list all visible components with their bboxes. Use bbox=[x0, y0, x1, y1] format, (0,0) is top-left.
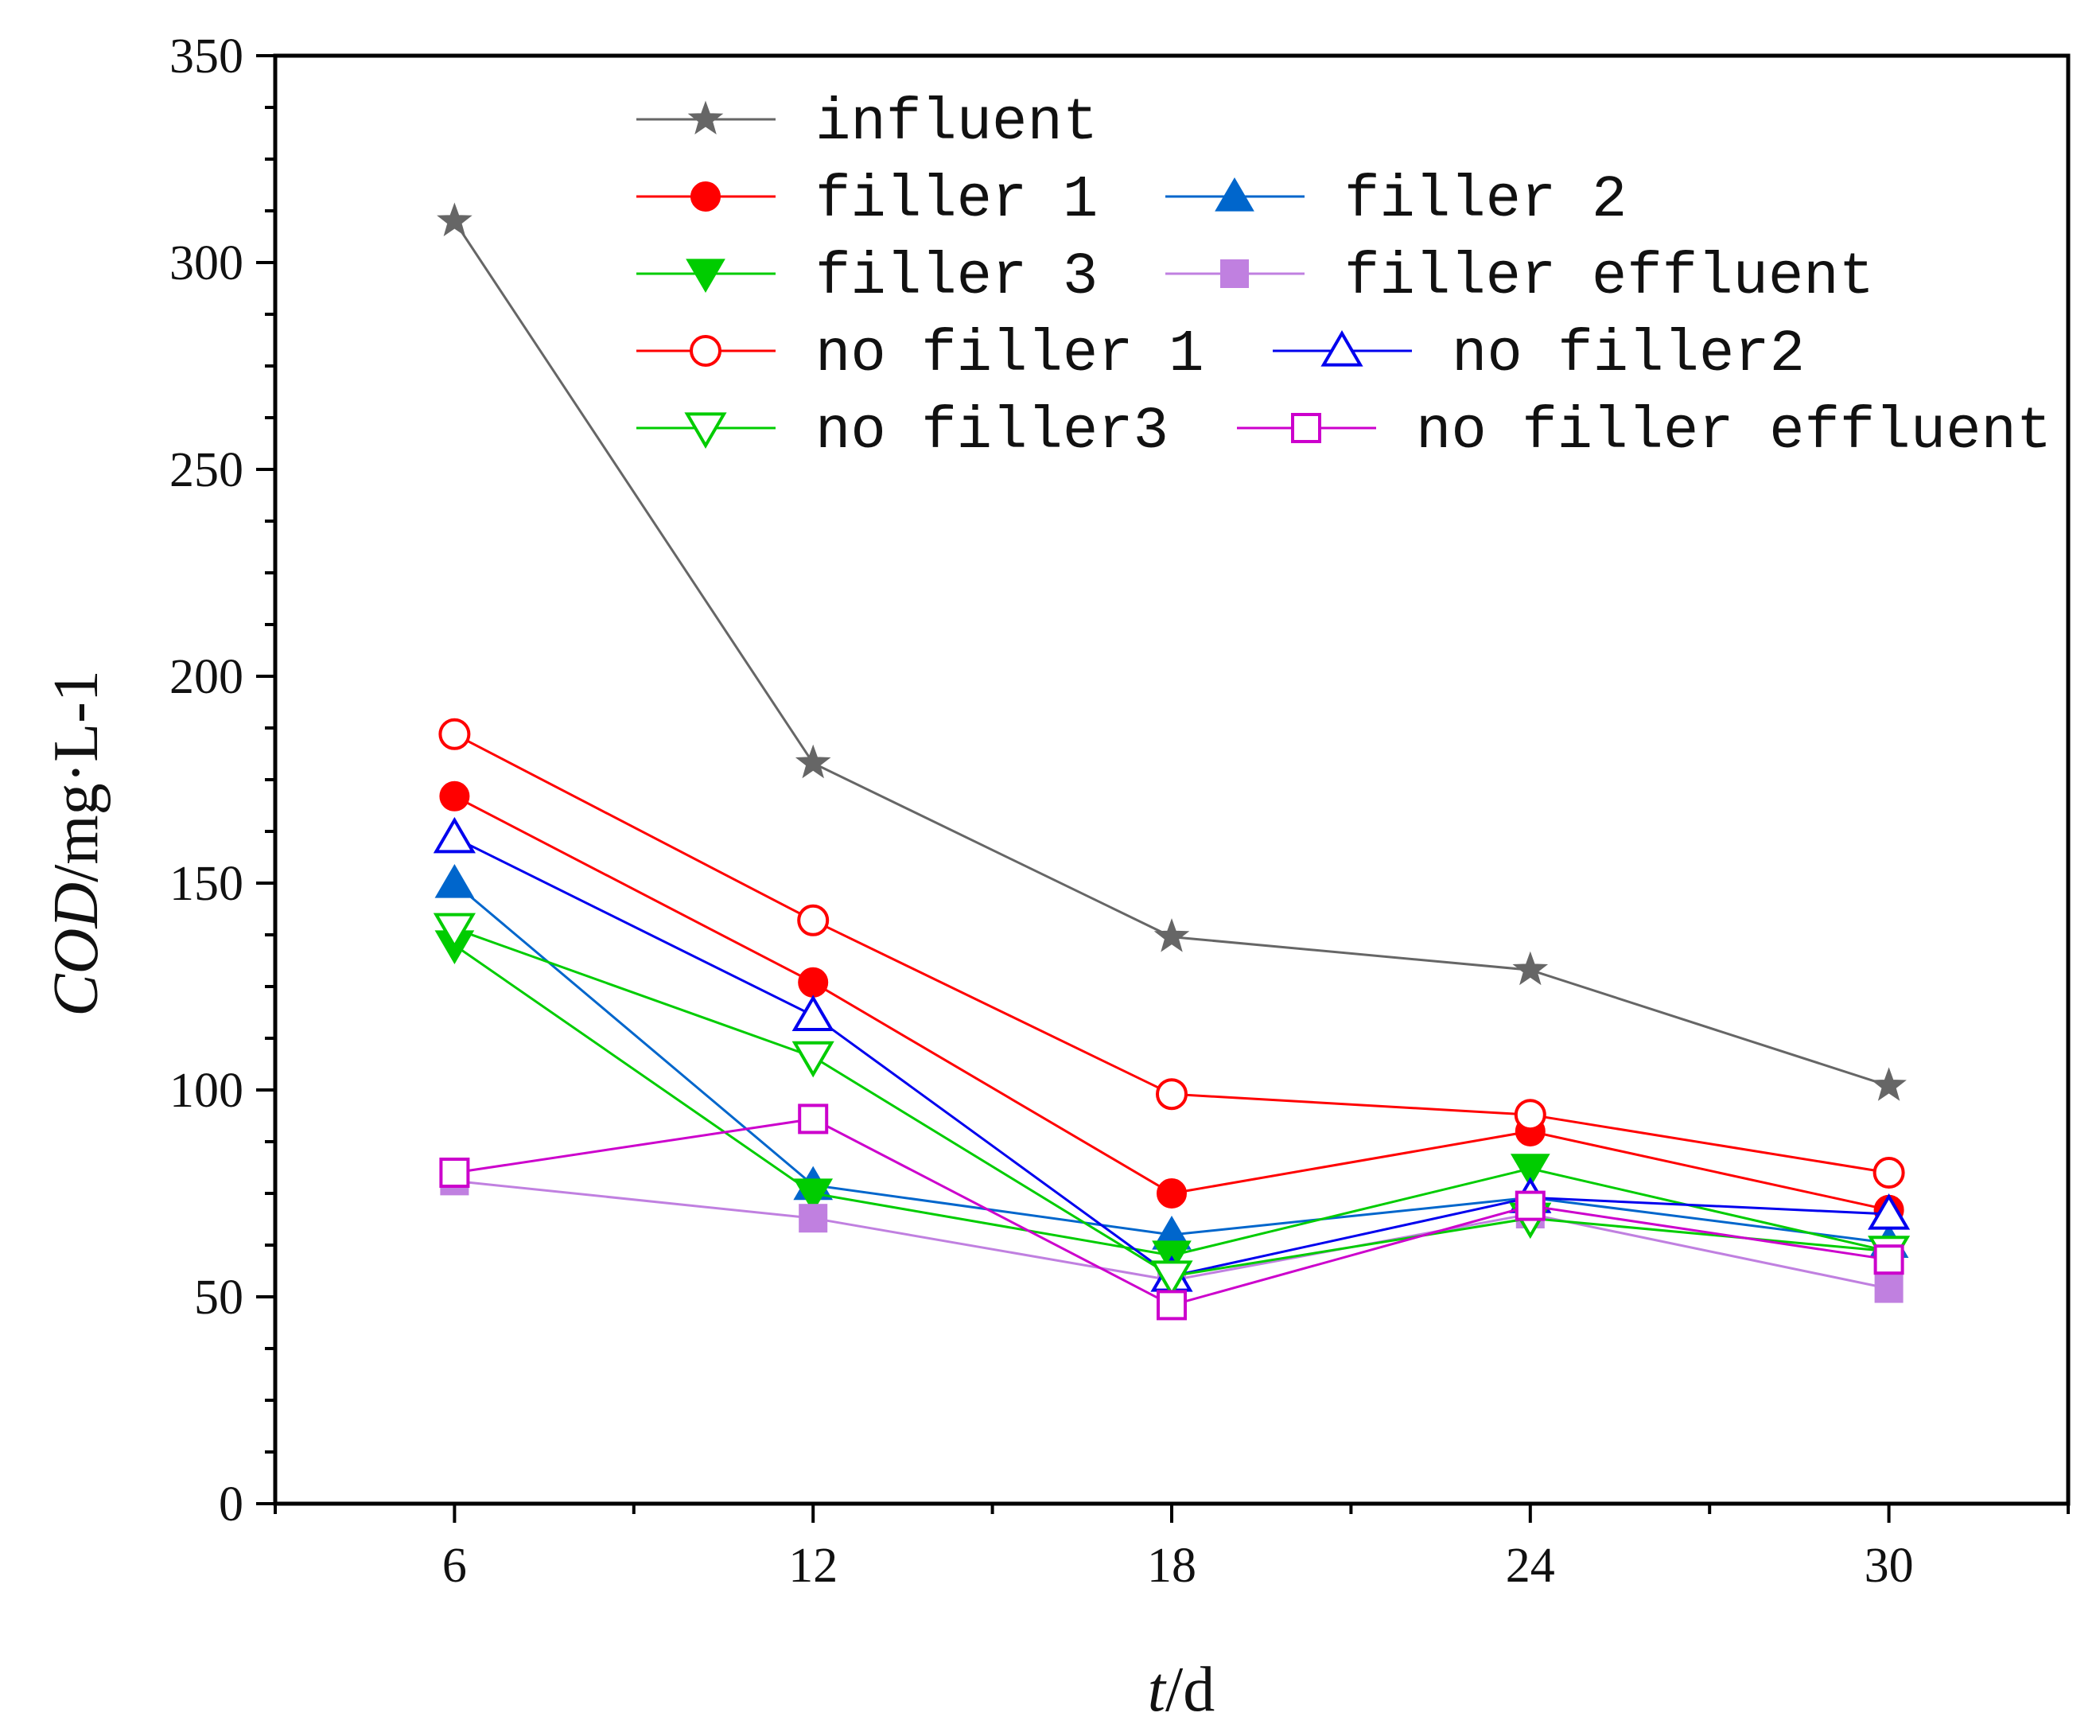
x-axis-title-unit: /d bbox=[1165, 1655, 1215, 1725]
data-point-influent bbox=[1153, 918, 1190, 952]
data-point-no-filler2 bbox=[791, 995, 834, 1031]
legend-marker-no-filler-effluent bbox=[1291, 413, 1321, 443]
data-point-no-filler-1 bbox=[797, 904, 830, 936]
legend-marker-no-filler-1 bbox=[690, 335, 721, 367]
legend-marker-filler-effluent bbox=[1220, 259, 1249, 288]
series-filler-1 bbox=[439, 780, 1904, 1225]
legend-label-filler-1: filler 1 bbox=[815, 167, 1098, 234]
y-tick-label: 50 bbox=[194, 1271, 243, 1325]
data-point-no-filler3 bbox=[433, 913, 476, 950]
data-point-filler-2 bbox=[434, 864, 475, 898]
legend-item-filler-1: filler 1 bbox=[636, 167, 1098, 234]
y-axis-title-italic: COD bbox=[41, 882, 111, 1017]
legend-marker-filler-2 bbox=[1215, 177, 1254, 212]
x-tick-label: 18 bbox=[1147, 1539, 1196, 1593]
data-point-filler-3 bbox=[1510, 1154, 1550, 1188]
data-point-influent bbox=[437, 202, 472, 236]
series-influent bbox=[437, 202, 1907, 1101]
y-tick-label: 250 bbox=[169, 443, 243, 497]
y-axis: 0 50 100 150 200 250 300 350 bbox=[169, 29, 275, 1532]
x-tick-label: 6 bbox=[442, 1539, 467, 1593]
data-point-no-filler-1 bbox=[438, 718, 471, 750]
data-point-filler-3 bbox=[793, 1178, 834, 1212]
legend-item-no-filler2: no filler2 bbox=[1273, 321, 1805, 388]
legend-label-filler-effluent: filler effluent bbox=[1344, 244, 1874, 311]
legend-marker-influent bbox=[687, 100, 724, 134]
data-point-influent bbox=[1512, 951, 1549, 986]
x-axis-title-italic: t bbox=[1148, 1655, 1167, 1725]
x-axis-title: t/d bbox=[1148, 1655, 1215, 1725]
data-point-filler-1 bbox=[439, 780, 470, 812]
data-point-influent bbox=[1871, 1067, 1907, 1101]
legend-label-no-filler3: no filler3 bbox=[815, 399, 1169, 465]
x-tick-label: 12 bbox=[788, 1539, 838, 1593]
legend-item-no-filler3: no filler3 bbox=[636, 399, 1169, 465]
data-point-no-filler-effluent bbox=[798, 1103, 829, 1135]
legend-label-influent: influent bbox=[815, 90, 1098, 157]
legend-label-filler-2: filler 2 bbox=[1344, 167, 1627, 234]
data-point-no-filler-effluent bbox=[439, 1158, 470, 1188]
x-tick-label: 24 bbox=[1506, 1539, 1555, 1593]
x-axis: 6 12 18 24 30 bbox=[274, 1504, 2070, 1593]
legend-label-no-filler-1: no filler 1 bbox=[815, 321, 1204, 388]
data-point-filler-1 bbox=[1157, 1178, 1187, 1209]
legend-label-no-filler-effluent: no filler effluent bbox=[1416, 399, 2051, 465]
data-point-filler-1 bbox=[798, 967, 829, 998]
data-point-no-filler3 bbox=[791, 1041, 834, 1078]
data-point-no-filler3 bbox=[1150, 1260, 1193, 1297]
legend-item-filler-effluent: filler effluent bbox=[1165, 244, 1874, 311]
data-point-no-filler2 bbox=[1868, 1193, 1911, 1230]
legend-marker-no-filler3 bbox=[684, 412, 727, 449]
y-tick-label: 100 bbox=[169, 1064, 243, 1118]
legend-item-no-filler-1: no filler 1 bbox=[636, 321, 1204, 388]
data-point-no-filler-effluent bbox=[1515, 1190, 1546, 1221]
data-point-filler-effluent bbox=[799, 1204, 828, 1233]
data-point-influent bbox=[795, 744, 831, 779]
legend-item-filler-3: filler 3 bbox=[636, 244, 1098, 311]
data-point-no-filler-effluent bbox=[1157, 1290, 1187, 1321]
legend: influent filler 1 filler 2 filler 3 filler e… bbox=[636, 90, 2051, 465]
legend-label-filler-3: filler 3 bbox=[815, 244, 1098, 311]
legend-label-no-filler2: no filler2 bbox=[1452, 321, 1805, 388]
y-axis-title-unit: /mg·L-1 bbox=[41, 670, 111, 882]
legend-item-influent: influent bbox=[636, 90, 1098, 157]
data-point-filler-effluent bbox=[1874, 1274, 1904, 1303]
legend-marker-filler-3 bbox=[686, 259, 725, 293]
legend-item-filler-2: filler 2 bbox=[1165, 167, 1627, 234]
series-layer bbox=[433, 202, 1911, 1321]
data-point-no-filler-1 bbox=[1872, 1157, 1905, 1189]
data-point-no-filler-1 bbox=[1514, 1099, 1546, 1131]
y-tick-label: 150 bbox=[169, 857, 243, 911]
data-point-no-filler2 bbox=[433, 816, 476, 854]
data-point-no-filler-1 bbox=[1156, 1078, 1188, 1111]
y-tick-label: 350 bbox=[169, 29, 243, 84]
series-no-filler-effluent bbox=[439, 1103, 1904, 1321]
legend-item-no-filler-effluent: no filler effluent bbox=[1237, 399, 2051, 465]
legend-marker-no-filler2 bbox=[1320, 330, 1363, 367]
y-tick-label: 300 bbox=[169, 236, 243, 290]
y-tick-label: 200 bbox=[169, 650, 243, 704]
y-axis-title: COD/mg·L-1 bbox=[41, 670, 111, 1017]
x-tick-label: 30 bbox=[1865, 1539, 1914, 1593]
y-tick-label: 0 bbox=[219, 1477, 243, 1532]
series-no-filler-1 bbox=[438, 718, 1905, 1189]
data-point-no-filler-effluent bbox=[1873, 1244, 1904, 1275]
legend-marker-filler-1 bbox=[690, 181, 721, 212]
